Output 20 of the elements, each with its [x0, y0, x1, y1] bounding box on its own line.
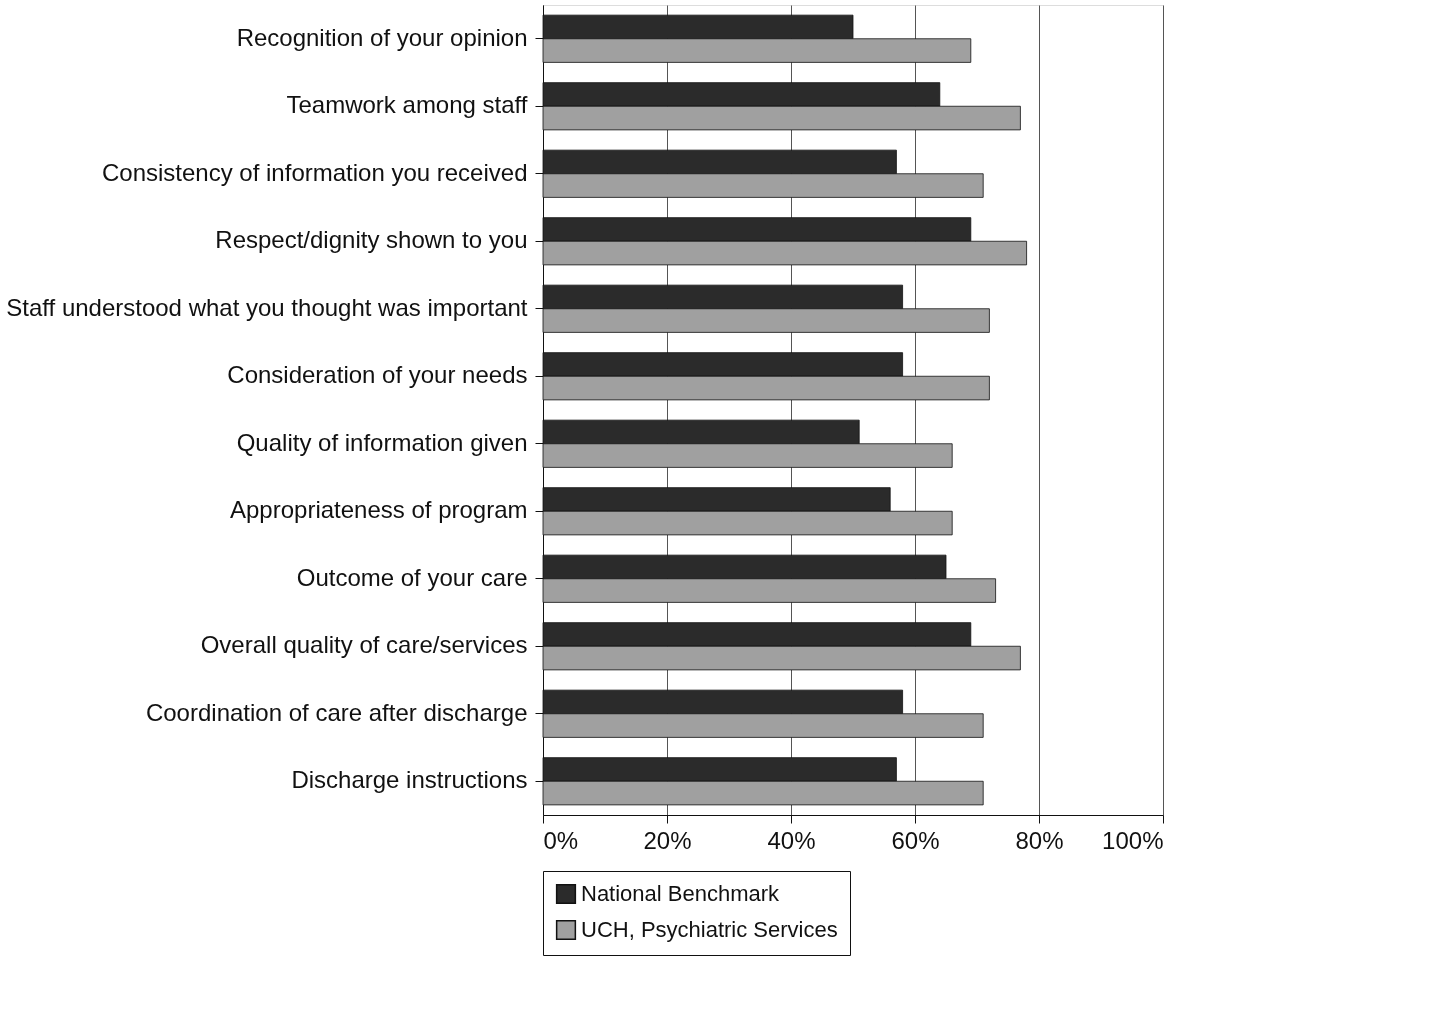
- y-tick-label: Consideration of your needs: [227, 361, 528, 389]
- x-tick-label: 60%: [891, 826, 940, 854]
- y-tick-label: Staff understood what you thought was important: [6, 293, 528, 321]
- y-tick-label: Discharge instructions: [291, 766, 528, 794]
- x-tick-label: 100%: [1102, 826, 1164, 854]
- y-tick-label: Overall quality of care/services: [200, 631, 528, 659]
- y-tick-label: Respect/dignity shown to you: [215, 226, 528, 254]
- legend-label: UCH, Psychiatric Services: [581, 917, 838, 942]
- y-tick-label: Coordination of care after discharge: [145, 698, 528, 726]
- x-tick-label: 40%: [767, 826, 816, 854]
- x-tick-label: 0%: [543, 826, 579, 854]
- legend-label: National Benchmark: [581, 881, 781, 906]
- y-tick-label: Recognition of your opinion: [236, 23, 528, 51]
- y-tick-label: Appropriateness of program: [230, 496, 528, 524]
- y-tick-label: Consistency of information you received: [101, 158, 528, 186]
- y-tick-label: Outcome of your care: [296, 563, 528, 591]
- y-tick-label: Quality of information given: [236, 428, 528, 456]
- x-tick-label: 80%: [1015, 826, 1064, 854]
- x-tick-label: 20%: [643, 826, 692, 854]
- y-tick-label: Teamwork among staff: [286, 91, 528, 119]
